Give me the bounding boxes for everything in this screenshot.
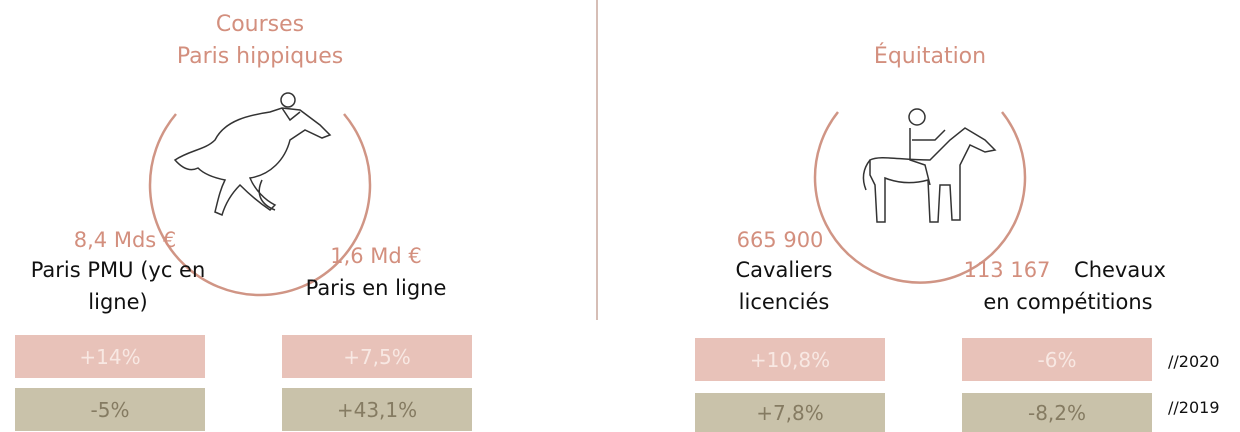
change-2019: +7,8%	[695, 393, 885, 432]
stat-label: Paris en ligne	[306, 276, 447, 300]
stat-label: en compétitions	[983, 290, 1152, 314]
circle-arc	[815, 112, 1025, 283]
change-2020: +7,5%	[282, 335, 472, 378]
rider-icon	[863, 109, 995, 222]
stat-label: Cavaliers	[736, 258, 833, 282]
stat-value: 8,4 Mds €	[74, 228, 177, 252]
change-2020: +14%	[15, 335, 205, 378]
stat-label: Chevaux	[1074, 258, 1166, 282]
change-2019: +43,1%	[282, 388, 472, 431]
section-title: Équitation	[874, 44, 986, 69]
change-2019: -8,2%	[962, 393, 1152, 432]
stat-value: 113 167	[964, 258, 1051, 282]
stat-label: licenciés	[739, 290, 830, 314]
stat-value: 665 900	[737, 228, 824, 252]
change-2020: -6%	[962, 338, 1152, 381]
section-title: Paris hippiques	[177, 44, 343, 69]
change-2019: -5%	[15, 388, 205, 431]
section-title: Courses	[216, 12, 304, 37]
change-2020: +10,8%	[695, 338, 885, 381]
stat-value: 1,6 Md €	[330, 244, 422, 268]
infographic: Courses Paris hippiques Équitation 8,4 M…	[0, 0, 1240, 432]
stat-label: ligne)	[88, 290, 147, 314]
racehorse-icon	[175, 93, 330, 215]
legend-2020: //2020	[1168, 352, 1220, 371]
legend-2019: //2019	[1168, 398, 1220, 417]
stat-label: Paris PMU (yc en	[31, 258, 206, 282]
